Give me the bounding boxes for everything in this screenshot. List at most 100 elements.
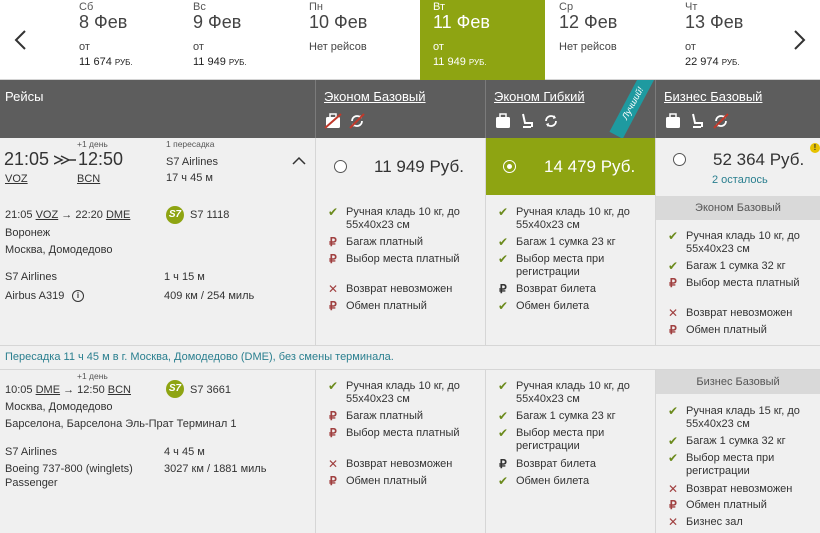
feature-exchange: Обмен платный xyxy=(686,324,767,336)
fare-business-basic-price: 52 364 Руб. xyxy=(713,150,805,169)
date-option-13-feb[interactable]: Чт 13 Фев от 22 974 РУБ. xyxy=(685,0,809,80)
ruble-icon: ₽ xyxy=(669,276,677,290)
fare-icons xyxy=(664,113,730,129)
date-weekday: Вс xyxy=(193,1,206,13)
ruble-icon: ₽ xyxy=(329,426,337,440)
prev-dates-button[interactable] xyxy=(0,0,40,80)
seg1-from-city: Воронеж xyxy=(5,227,51,239)
date-day: 9 Фев xyxy=(193,12,242,32)
date-strip: Сб 8 Фев от 11 674 РУБ. Вс 9 Фев от 11 9… xyxy=(0,0,820,80)
summary-arr-code[interactable]: BCN xyxy=(77,173,101,185)
seg2-to-city: Барселона, Барселона Эль-Прат Терминал 1 xyxy=(5,418,237,430)
feature-baggage: Багаж 1 сумка 32 кг xyxy=(686,435,786,447)
ruble-icon: ₽ xyxy=(329,252,337,266)
summary-arr-time: 12:50 xyxy=(78,149,124,169)
flight-row-segment-2: +1 день 10:05 DME → 12:50 BCN S7 S7 3661… xyxy=(0,370,820,533)
fare-economy-basic-radio[interactable] xyxy=(334,160,347,173)
seg1-distance: 409 км / 254 миль xyxy=(164,290,255,302)
date-weekday: Пн xyxy=(309,1,323,13)
date-from: от xyxy=(685,41,696,53)
feature-lounge: Бизнес зал xyxy=(686,516,743,528)
fare-title-economy-basic[interactable]: Эконом Базовый xyxy=(324,89,426,104)
info-icon[interactable]: i xyxy=(72,290,84,302)
baggage-crossed-icon xyxy=(324,113,342,129)
chevron-right-icon xyxy=(794,30,806,50)
date-no-flights: Нет рейсов xyxy=(559,41,617,53)
feature-hand-luggage: Ручная кладь 15 кг, до 55x40x23 см xyxy=(686,405,800,430)
date-weekday: Чт xyxy=(685,1,698,13)
fare-business-basic-radio[interactable] xyxy=(673,153,686,166)
check-icon: ✔ xyxy=(497,299,509,313)
date-option-10-feb[interactable]: Пн 10 Фев Нет рейсов xyxy=(309,0,433,80)
date-option-12-feb[interactable]: Ср 12 Фев Нет рейсов xyxy=(559,0,683,80)
date-option-11-feb-selected[interactable]: Вт 11 Фев от 11 949 РУБ. xyxy=(420,0,545,80)
summary-duration: 17 ч 45 м xyxy=(166,172,213,184)
seg2-route-times: 10:05 DME → 12:50 BCN xyxy=(5,384,131,396)
feature-refund: Возврат невозможен xyxy=(346,283,453,295)
fare-header: Рейсы Эконом Базовый Эконом Гибкий Лучши… xyxy=(0,80,820,138)
arrow-right-icon xyxy=(54,155,76,165)
fare-icons xyxy=(494,113,560,129)
fare-economy-basic-seg1: 11 949 Руб. ✔ Ручная кладь 10 кг, до 55x4… xyxy=(315,138,485,345)
fare-economy-flex-radio[interactable] xyxy=(503,160,516,173)
next-dates-button[interactable] xyxy=(780,0,820,80)
feature-refund: Возврат невозможен xyxy=(686,307,793,319)
feature-seat: Выбор места при регистрации xyxy=(686,452,775,477)
chevron-up-icon[interactable] xyxy=(292,156,306,165)
flight-row-segment-1: +1 день 1 пересадка 21:05 12:50 VOZ BCN … xyxy=(0,138,820,345)
feature-exchange: Обмен платный xyxy=(346,300,427,312)
warning-icon[interactable]: ! xyxy=(810,143,820,153)
ruble-icon: ₽ xyxy=(499,457,507,471)
fare-business-basic-seg1: 52 364 Руб. ! 2 осталось Эконом Базовый … xyxy=(655,138,820,345)
feature-baggage: Багаж 1 сумка 32 кг xyxy=(686,260,786,272)
cross-icon: ✕ xyxy=(667,515,679,529)
seg1-airline: S7 Airlines xyxy=(5,271,57,283)
fare-economy-flex-price: 14 479 Руб. xyxy=(544,157,636,176)
date-from: от xyxy=(193,41,204,53)
check-icon: ✔ xyxy=(497,235,509,249)
ruble-icon: ₽ xyxy=(669,323,677,337)
seg1-flight-number: S7 1118 xyxy=(190,209,230,221)
date-option-9-feb[interactable]: Вс 9 Фев от 11 949 РУБ. xyxy=(193,0,317,80)
flights-title: Рейсы xyxy=(5,89,44,104)
feature-baggage: Багаж 1 сумка 23 кг xyxy=(516,236,616,248)
check-icon: ✔ xyxy=(667,404,679,418)
cross-icon: ✕ xyxy=(667,482,679,496)
feature-exchange: Обмен платный xyxy=(346,475,427,487)
flights-header: Рейсы xyxy=(0,80,315,138)
baggage-icon xyxy=(666,113,680,128)
check-icon: ✔ xyxy=(667,434,679,448)
feature-baggage: Багаж платный xyxy=(346,236,424,248)
feature-seat: Выбор места при регистрации xyxy=(516,427,605,452)
seg2-aircraft-type: Passenger xyxy=(5,477,58,489)
feature-baggage: Багаж 1 сумка 23 кг xyxy=(516,410,616,422)
date-day: 8 Фев xyxy=(79,12,128,32)
summary-dep-code[interactable]: VOZ xyxy=(5,173,28,185)
plus-day-label: +1 день xyxy=(77,371,108,381)
ruble-icon: ₽ xyxy=(329,474,337,488)
check-icon: ✔ xyxy=(497,474,509,488)
fare-economy-basic-price: 11 949 Руб. xyxy=(374,157,464,176)
date-option-8-feb[interactable]: Сб 8 Фев от 11 674 РУБ. xyxy=(79,0,203,80)
fare-title-business-basic[interactable]: Бизнес Базовый xyxy=(664,89,763,104)
date-weekday: Вт xyxy=(433,1,446,13)
seg1-to-city: Москва, Домодедово xyxy=(5,244,113,256)
seg2-distance: 3027 км / 1881 миль xyxy=(164,463,267,475)
check-icon: ✔ xyxy=(497,426,509,440)
ruble-icon: ₽ xyxy=(329,409,337,423)
summary-dep-time: 21:05 xyxy=(4,149,50,169)
date-no-flights: Нет рейсов xyxy=(309,41,367,53)
seg1-aircraft: Airbus A319 xyxy=(5,290,65,302)
fare-title-economy-flex[interactable]: Эконом Гибкий xyxy=(494,89,585,104)
date-from: от xyxy=(79,41,90,53)
selected-fare-box[interactable]: 14 479 Руб. xyxy=(486,138,655,195)
seg2-from-city: Москва, Домодедово xyxy=(5,401,113,413)
ruble-icon: ₽ xyxy=(499,282,507,296)
check-icon: ✔ xyxy=(327,205,339,219)
check-icon: ✔ xyxy=(497,409,509,423)
feature-seat: Выбор места платный xyxy=(686,277,800,289)
feature-exchange: Обмен билета xyxy=(516,300,590,312)
ruble-icon: ₽ xyxy=(329,299,337,313)
chevron-left-icon xyxy=(14,30,26,50)
feature-exchange: Обмен платный xyxy=(686,499,767,511)
